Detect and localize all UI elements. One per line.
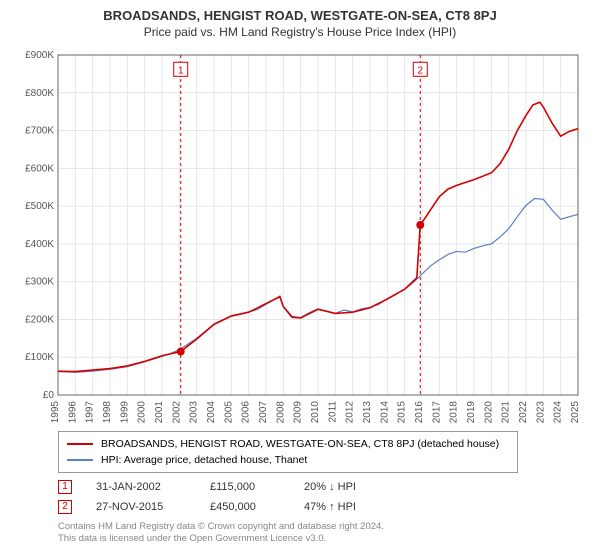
sale-date: 27-NOV-2015	[96, 497, 186, 517]
svg-text:£400K: £400K	[25, 239, 54, 250]
arrow-down-icon: ↓	[329, 481, 335, 493]
svg-text:2013: 2013	[362, 401, 373, 424]
svg-text:1: 1	[178, 65, 184, 76]
svg-text:£500K: £500K	[25, 201, 54, 212]
page-title: BROADSANDS, HENGIST ROAD, WESTGATE-ON-SE…	[12, 8, 588, 23]
svg-text:2014: 2014	[379, 401, 390, 424]
sale-price: £450,000	[210, 497, 280, 517]
sale-row: 2 27-NOV-2015 £450,000 47% ↑ HPI	[58, 497, 588, 517]
svg-text:2004: 2004	[206, 401, 217, 424]
legend-swatch-icon	[67, 459, 93, 461]
svg-text:2017: 2017	[431, 401, 442, 424]
svg-text:2019: 2019	[466, 401, 477, 424]
sales-list: 1 31-JAN-2002 £115,000 20% ↓ HPI 2 27-NO…	[58, 477, 588, 517]
sale-row: 1 31-JAN-2002 £115,000 20% ↓ HPI	[58, 477, 588, 497]
svg-text:2024: 2024	[553, 401, 564, 424]
price-chart: £0 £100K £200K £300K £400K £500K £600K £700K £80…	[12, 45, 588, 425]
svg-text:2016: 2016	[414, 401, 425, 424]
svg-text:2000: 2000	[137, 401, 148, 424]
svg-text:2010: 2010	[310, 401, 321, 424]
svg-text:£700K: £700K	[25, 126, 54, 137]
svg-text:2002: 2002	[171, 401, 182, 424]
svg-text:£0: £0	[43, 390, 55, 401]
svg-text:2022: 2022	[518, 401, 529, 424]
sale-marker-icon: 1	[58, 480, 72, 494]
legend-swatch-icon	[67, 443, 93, 445]
svg-text:2018: 2018	[449, 401, 460, 424]
svg-text:1999: 1999	[119, 401, 130, 424]
sale-date: 31-JAN-2002	[96, 477, 186, 497]
svg-text:£100K: £100K	[25, 352, 54, 363]
svg-text:1996: 1996	[67, 401, 78, 424]
svg-text:2008: 2008	[275, 401, 286, 424]
svg-text:2020: 2020	[483, 401, 494, 424]
footer-attribution: Contains HM Land Registry data © Crown c…	[58, 521, 588, 545]
svg-text:2007: 2007	[258, 401, 269, 424]
legend-row: HPI: Average price, detached house, Than…	[67, 452, 509, 468]
svg-text:£900K: £900K	[25, 50, 54, 61]
svg-text:£600K: £600K	[25, 163, 54, 174]
svg-text:£300K: £300K	[25, 277, 54, 288]
legend: BROADSANDS, HENGIST ROAD, WESTGATE-ON-SE…	[58, 431, 518, 473]
svg-text:1995: 1995	[50, 401, 61, 424]
svg-text:2015: 2015	[397, 401, 408, 424]
sale-delta: 20% ↓ HPI	[304, 477, 356, 497]
sale-delta: 47% ↑ HPI	[304, 497, 356, 517]
legend-label: HPI: Average price, detached house, Than…	[101, 452, 307, 468]
sale-price: £115,000	[210, 477, 280, 497]
svg-text:1997: 1997	[85, 401, 96, 424]
svg-text:2021: 2021	[501, 401, 512, 424]
svg-text:2006: 2006	[241, 401, 252, 424]
sale-marker-icon: 2	[58, 500, 72, 514]
svg-text:2011: 2011	[327, 401, 338, 423]
svg-text:2009: 2009	[293, 401, 304, 424]
arrow-up-icon: ↑	[329, 501, 335, 513]
svg-text:2023: 2023	[535, 401, 546, 424]
page-subtitle: Price paid vs. HM Land Registry's House …	[12, 25, 588, 39]
svg-text:2025: 2025	[570, 401, 581, 424]
svg-text:£800K: £800K	[25, 88, 54, 99]
legend-row: BROADSANDS, HENGIST ROAD, WESTGATE-ON-SE…	[67, 436, 509, 452]
svg-text:2003: 2003	[189, 401, 200, 424]
svg-text:2001: 2001	[154, 401, 165, 424]
svg-text:2012: 2012	[345, 401, 356, 424]
legend-label: BROADSANDS, HENGIST ROAD, WESTGATE-ON-SE…	[101, 436, 499, 452]
svg-text:2005: 2005	[223, 401, 234, 424]
svg-text:£200K: £200K	[25, 314, 54, 325]
svg-text:1998: 1998	[102, 401, 113, 424]
svg-text:2: 2	[417, 65, 423, 76]
